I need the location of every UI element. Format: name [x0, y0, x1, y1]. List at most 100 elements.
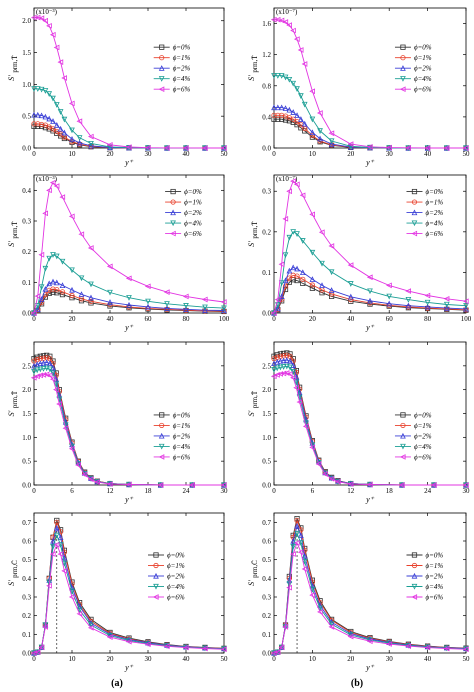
data-point [38, 296, 45, 302]
legend-entry: ϕ=6% [184, 230, 202, 238]
series-line [33, 354, 224, 486]
y-tick-label: 0.2 [262, 228, 271, 236]
data-point [286, 188, 292, 195]
y-tick-label: 2.0 [22, 386, 31, 394]
y-tick-label: 0.0 [22, 310, 31, 318]
legend-entry: ϕ=1% [425, 199, 443, 207]
y-axis-label: S′ [247, 410, 256, 416]
data-point [87, 476, 94, 483]
data-point [59, 289, 66, 295]
legend-entry: ϕ=4% [425, 583, 443, 591]
y-axis-label: S′ [7, 580, 16, 586]
data-point [106, 481, 113, 487]
y-tick-label: 1.5 [22, 49, 31, 57]
data-point [317, 128, 323, 134]
data-point [405, 304, 411, 310]
y-tick-label: 1.0 [22, 434, 31, 442]
data-point [298, 532, 304, 538]
legend-entry: ϕ=1% [173, 54, 191, 62]
series-line [273, 541, 467, 654]
data-point [367, 297, 373, 304]
data-point [88, 140, 94, 147]
data-point [366, 143, 373, 150]
data-point [301, 566, 308, 572]
data-point [68, 445, 75, 452]
data-point [297, 47, 304, 53]
data-point [286, 584, 292, 591]
data-point [299, 192, 306, 199]
data-point [294, 522, 300, 529]
data-point [69, 588, 75, 595]
data-point [278, 293, 285, 299]
data-point [405, 288, 412, 294]
y-tick-label: 0.7 [262, 519, 271, 527]
data-point [282, 283, 289, 289]
data-point [189, 482, 195, 488]
legend-marker [153, 562, 159, 569]
y-tick-label: 0.5 [22, 113, 31, 121]
data-point [125, 481, 132, 488]
data-point [49, 179, 56, 186]
data-point [77, 141, 83, 147]
data-point [54, 287, 60, 293]
data-point [46, 582, 52, 589]
y-tick-label: 0.4 [22, 187, 31, 195]
y-tick-label: 0.5 [262, 556, 271, 564]
data-point [69, 267, 75, 274]
data-point [220, 482, 227, 488]
data-point [61, 560, 68, 567]
data-point [334, 478, 341, 485]
legend-marker [158, 86, 165, 93]
x-tick-label: 0 [32, 655, 36, 663]
data-point [126, 637, 132, 644]
legend-marker [170, 230, 176, 237]
data-point [78, 231, 85, 238]
data-point [298, 125, 304, 131]
data-point [144, 641, 151, 648]
data-point [298, 116, 304, 122]
data-point [31, 86, 37, 92]
x-axis-label: y⁺ [365, 495, 375, 504]
data-point [54, 290, 60, 296]
data-point [301, 558, 308, 565]
data-point [34, 86, 41, 92]
data-point [38, 251, 45, 258]
data-point [319, 282, 325, 289]
data-point [274, 305, 281, 312]
data-point [462, 298, 469, 305]
y-tick-label: 0.8 [262, 82, 271, 90]
legend-entry: ϕ=6% [425, 594, 443, 602]
x-tick-label: 0 [32, 487, 36, 495]
legend-marker [411, 594, 418, 600]
legend-entry: ϕ=4% [184, 220, 202, 228]
x-axis-label: y⁺ [124, 158, 134, 167]
y-tick-label: 1.2 [262, 51, 271, 59]
data-point [43, 359, 50, 366]
legend-entry: ϕ=6% [414, 453, 432, 461]
legend-entry: ϕ=2% [173, 432, 191, 440]
data-point [347, 293, 354, 300]
data-point [69, 127, 75, 134]
data-point [46, 366, 53, 373]
data-point [31, 310, 37, 317]
data-point [31, 121, 37, 127]
x-tick-label: 24 [424, 487, 432, 495]
data-point [76, 135, 83, 141]
data-point [30, 310, 37, 316]
data-point [46, 372, 53, 379]
data-point [75, 462, 81, 468]
data-point [293, 384, 300, 391]
x-tick-label: 30 [386, 150, 394, 158]
data-point [286, 371, 293, 377]
x-tick-label: 6 [70, 487, 74, 495]
data-point [282, 252, 289, 259]
data-point [50, 126, 56, 132]
data-point [286, 267, 293, 274]
y-tick-label: 0.2 [22, 612, 31, 620]
data-point [271, 310, 277, 317]
series-line [273, 354, 466, 486]
x-tick-label: 30 [463, 487, 471, 495]
data-point [367, 288, 373, 295]
data-point [274, 649, 281, 655]
data-point [69, 292, 75, 299]
